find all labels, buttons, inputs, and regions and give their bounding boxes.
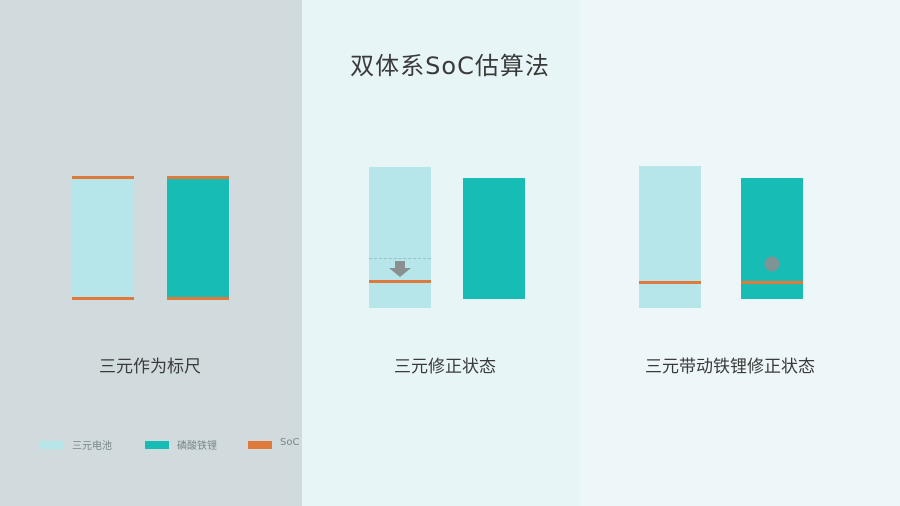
legend-swatch-soc bbox=[248, 441, 272, 449]
caption-2: 三元修正状态 bbox=[394, 357, 496, 377]
ternary-battery-block-1 bbox=[72, 177, 134, 300]
legend-swatch-lfp bbox=[145, 441, 169, 449]
legend-swatch-ternary bbox=[40, 441, 64, 449]
panel-ternary-correction bbox=[302, 0, 580, 506]
soc-line-top-1 bbox=[72, 176, 134, 179]
previous-soc-dashed-line bbox=[369, 258, 431, 259]
lfp-battery-block-3 bbox=[741, 178, 803, 299]
legend-label-soc: SoC bbox=[280, 437, 300, 448]
down-arrow-icon bbox=[389, 261, 411, 277]
soc-line-bottom-1 bbox=[72, 297, 134, 300]
page-title: 双体系SoC估算法 bbox=[350, 52, 550, 80]
legend-label-ternary: 三元电池 bbox=[72, 441, 112, 452]
soc-line-lfp-3 bbox=[741, 281, 803, 284]
lfp-battery-block-1 bbox=[167, 177, 229, 300]
correction-dot-icon bbox=[764, 256, 780, 272]
legend-label-lfp: 磷酸铁锂 bbox=[177, 441, 217, 452]
ternary-battery-block-2 bbox=[369, 167, 431, 308]
panel-ternary-drives-lfp-correction bbox=[580, 0, 900, 506]
ternary-battery-block-3 bbox=[639, 166, 701, 308]
panel-ternary-as-ruler bbox=[0, 0, 302, 506]
caption-3: 三元带动铁锂修正状态 bbox=[645, 357, 815, 377]
soc-line-bottom-lfp-1 bbox=[167, 297, 229, 300]
caption-1: 三元作为标尺 bbox=[99, 357, 201, 377]
soc-line-corrected-2 bbox=[369, 280, 431, 283]
lfp-battery-block-2 bbox=[463, 178, 525, 299]
soc-line-top-lfp-1 bbox=[167, 176, 229, 179]
soc-line-ternary-3 bbox=[639, 281, 701, 284]
